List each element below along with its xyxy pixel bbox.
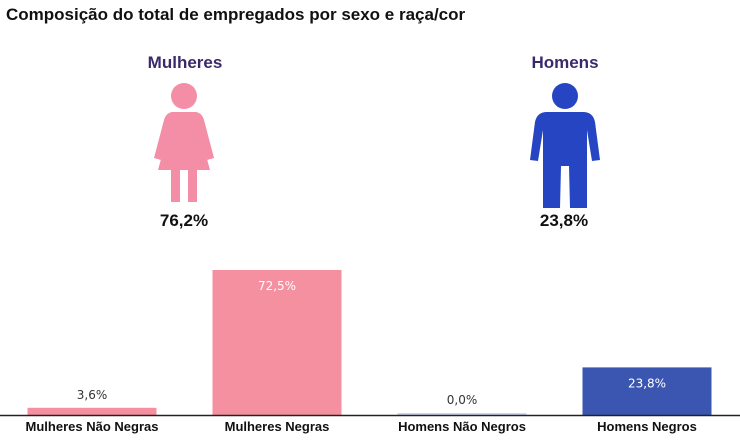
category-label-3: Homens Não Negros bbox=[398, 419, 526, 434]
bar-chart: 3,6% Mulheres Não Negras 72,5% Mulheres Neg… bbox=[0, 270, 740, 434]
bar-2 bbox=[212, 270, 342, 415]
man-icon bbox=[530, 83, 600, 208]
women-label: Mulheres bbox=[147, 53, 223, 72]
bar-3 bbox=[397, 413, 527, 415]
bar-1 bbox=[27, 407, 157, 415]
category-label-4: Homens Negros bbox=[597, 419, 697, 434]
bar-value-label-2: 72,5% bbox=[258, 279, 296, 293]
bar-value-label-3: 0,0% bbox=[447, 393, 478, 407]
men-percent: 23,8% bbox=[539, 211, 589, 230]
bar-value-label-4: 23,8% bbox=[628, 376, 666, 390]
bar-4 bbox=[582, 367, 712, 415]
category-label-2: Mulheres Negras bbox=[225, 419, 330, 434]
men-label: Homens bbox=[531, 53, 599, 72]
woman-icon bbox=[154, 83, 214, 202]
bar-value-label-1: 3,6% bbox=[77, 388, 108, 402]
women-percent: 76,2% bbox=[159, 211, 209, 230]
chart-title: Composição do total de empregados por se… bbox=[6, 5, 466, 24]
category-label-1: Mulheres Não Negras bbox=[26, 419, 159, 434]
